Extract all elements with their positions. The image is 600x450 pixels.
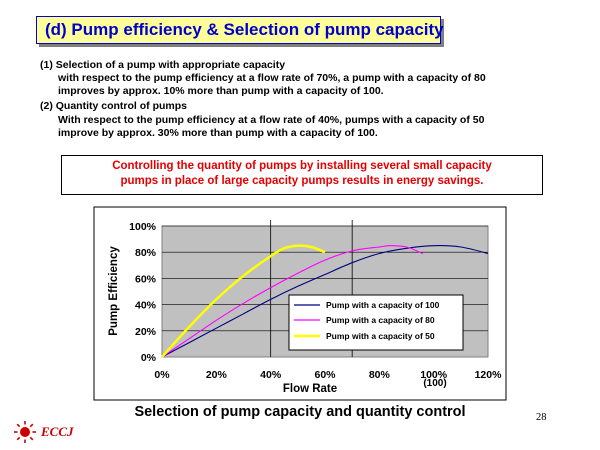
item2-text-line2: improve by approx. 30% more than pump wi… — [58, 127, 378, 139]
series-line — [161, 244, 326, 358]
title-banner: (d) Pump efficiency & Selection of pump … — [36, 16, 444, 44]
x-tick-label: 80% — [369, 369, 391, 381]
tick-labels: 0% 20% 40% 60% 80% 100% 120% 0% 20% 40% 60% 80% 100% — [129, 221, 502, 381]
y-tick-label: 100% — [129, 221, 157, 233]
item1-text-line1: with respect to the pump efficiency at a… — [58, 72, 486, 84]
y-tick-label: 60% — [135, 273, 157, 285]
item2-heading: (2) Quantity control of pumps — [40, 100, 187, 112]
y-tick-label: 0% — [141, 352, 157, 364]
item2-text-line1: With respect to the pump efficiency at a… — [58, 114, 485, 126]
x-tick-label: 0% — [154, 369, 170, 381]
y-axis-label: Pump Efficiency — [108, 246, 120, 336]
page-number: 28 — [536, 412, 547, 423]
eccj-logo-icon — [14, 421, 36, 443]
legend-box — [288, 294, 464, 351]
x-axis-sublabel: (100) — [423, 378, 446, 389]
y-tick-label: 20% — [135, 326, 157, 338]
legend: Pump with a capacity of 100 Pump with a … — [288, 294, 464, 351]
legend-label-80: Pump with a capacity of 80 — [326, 315, 435, 325]
legend-label-100: Pump with a capacity of 100 — [326, 300, 440, 310]
item1-text-line2: improves by approx. 10% more than pump w… — [58, 85, 384, 97]
x-tick-label: 100% — [420, 369, 448, 381]
logo-text: ECCJ — [41, 424, 74, 439]
x-axis-label: Flow Rate — [283, 383, 337, 395]
series-line — [161, 245, 489, 358]
legend-label-50: Pump with a capacity of 50 — [326, 331, 435, 341]
series-line — [161, 245, 424, 358]
callout-line1: Controlling the quantity of pumps by ins… — [112, 160, 492, 172]
x-tick-label: 120% — [475, 369, 503, 381]
callout-line2: pumps in place of large capacity pumps r… — [120, 175, 484, 187]
page-title: (d) Pump efficiency & Selection of pump … — [45, 20, 444, 39]
chart-caption: Selection of pump capacity and quantity … — [134, 404, 466, 420]
x-tick-label: 40% — [260, 369, 282, 381]
x-tick-label: 60% — [314, 369, 336, 381]
x-tick-label: 20% — [206, 369, 228, 381]
efficiency-chart: 0% 20% 40% 60% 80% 100% 120% 0% 20% 40% 60% 80% 100%… — [93, 206, 507, 401]
callout-box: Controlling the quantity of pumps by ins… — [61, 155, 543, 195]
series-lines — [161, 244, 489, 358]
y-tick-label: 80% — [135, 247, 157, 259]
item1-heading: (1) Selection of a pump with appropriate… — [40, 59, 286, 71]
y-tick-label: 40% — [135, 300, 157, 312]
